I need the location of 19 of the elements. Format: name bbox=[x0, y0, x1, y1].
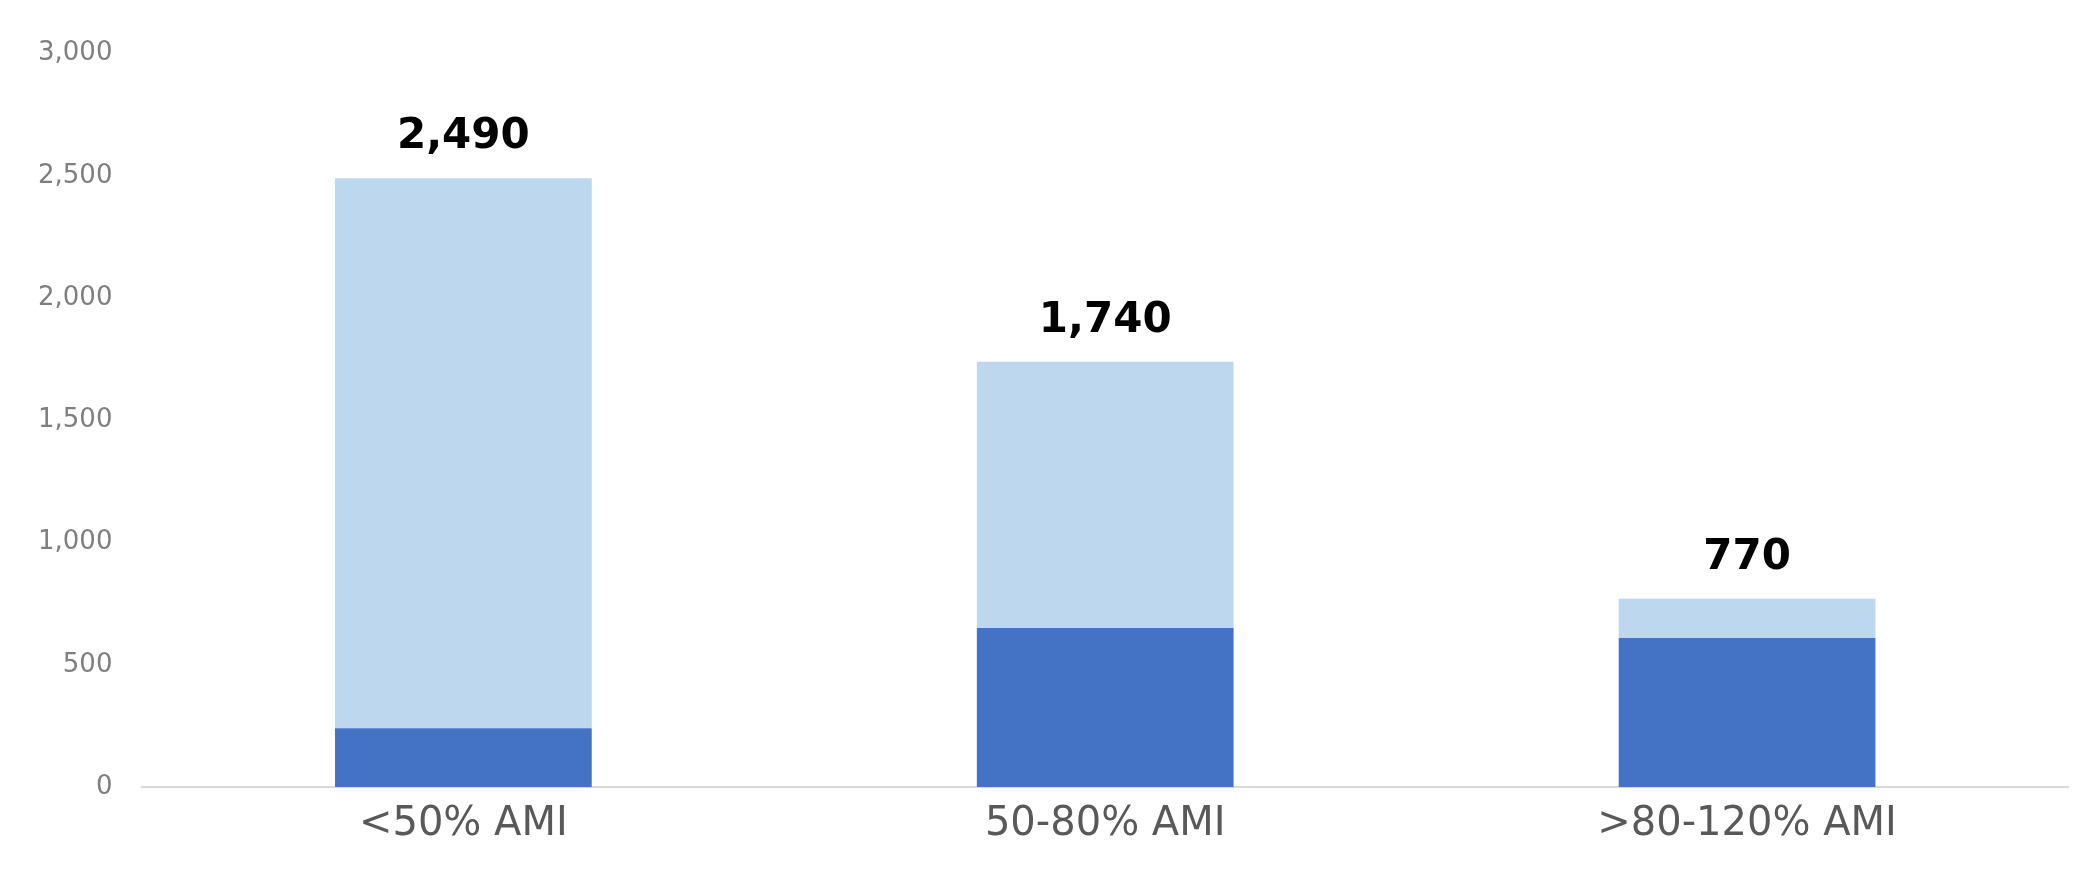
y-tick-label: 0 bbox=[95, 769, 113, 800]
bar bbox=[1618, 637, 1876, 787]
y-tick-label: 2,000 bbox=[38, 280, 113, 311]
bar bbox=[334, 178, 592, 729]
total-label: 770 bbox=[1703, 529, 1791, 579]
bar bbox=[976, 361, 1234, 629]
y-tick-label: 500 bbox=[62, 647, 113, 678]
total-label: 1,740 bbox=[1038, 292, 1172, 342]
y-tick-label: 1,000 bbox=[38, 525, 113, 556]
bar bbox=[976, 628, 1234, 787]
x-tick-label: >80-120% AMI bbox=[1597, 798, 1897, 845]
total-label: 2,490 bbox=[396, 109, 530, 159]
y-tick-label: 3,000 bbox=[38, 36, 113, 67]
y-tick-label: 1,500 bbox=[38, 403, 113, 434]
y-tick-label: 2,500 bbox=[38, 158, 113, 189]
x-tick-label: <50% AMI bbox=[358, 798, 568, 845]
x-tick-label: 50-80% AMI bbox=[984, 798, 1226, 845]
bar bbox=[334, 728, 592, 787]
bar bbox=[1618, 598, 1876, 638]
